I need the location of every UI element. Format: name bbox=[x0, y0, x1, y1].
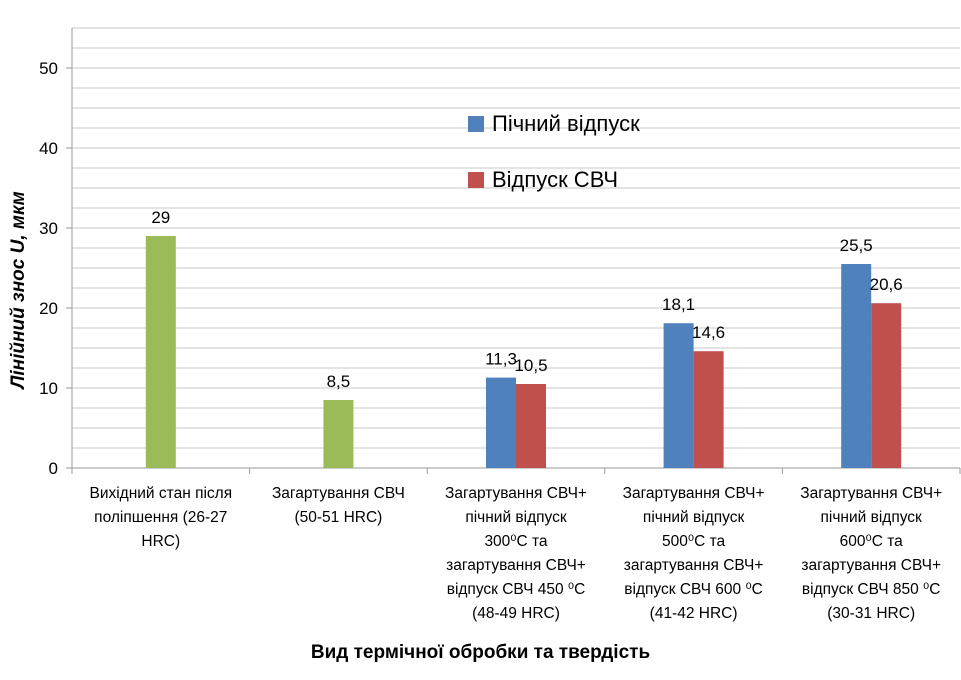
bar bbox=[323, 400, 354, 468]
legend-label-furnace: Пічний відпуск bbox=[492, 111, 640, 136]
y-tick-label: 20 bbox=[39, 299, 58, 318]
y-tick-label: 10 bbox=[39, 379, 58, 398]
data-label: 29 bbox=[151, 208, 170, 227]
data-label: 14,6 bbox=[692, 323, 725, 342]
data-label: 20,6 bbox=[870, 275, 903, 294]
legend-swatch-furnace bbox=[468, 116, 484, 132]
data-label: 25,5 bbox=[840, 236, 873, 255]
x-tick-label: Загартування СВЧ+ пічний відпуск 500⁰С т… bbox=[622, 485, 765, 622]
bar bbox=[516, 384, 546, 468]
data-label: 10,5 bbox=[514, 356, 547, 375]
x-tick-label: Загартування СВЧ+ пічний відпуск 600⁰С т… bbox=[800, 485, 943, 622]
y-axis-title: Лінійний знос U, мкм bbox=[8, 191, 29, 389]
x-axis-title: Вид термічної обробки та твердість bbox=[310, 642, 651, 663]
y-tick-label: 50 bbox=[39, 59, 58, 78]
y-tick-label: 0 bbox=[49, 459, 58, 478]
legend-item-furnace: Пічний відпуск bbox=[468, 110, 640, 138]
legend: Пічний відпуск Відпуск СВЧ bbox=[468, 110, 640, 222]
legend-swatch-hf bbox=[468, 172, 484, 188]
bar bbox=[841, 264, 872, 468]
bar bbox=[145, 236, 176, 468]
data-label: 11,3 bbox=[485, 350, 517, 369]
bar bbox=[693, 351, 724, 468]
bar bbox=[871, 303, 902, 468]
legend-item-hf: Відпуск СВЧ bbox=[468, 166, 640, 194]
y-tick-label: 30 bbox=[39, 219, 58, 238]
data-label: 18,1 bbox=[662, 295, 695, 314]
x-tick-label: Загартування СВЧ (50-51 HRC) bbox=[271, 485, 405, 526]
legend-label-hf: Відпуск СВЧ bbox=[492, 167, 619, 192]
x-tick-label: Загартування СВЧ+ пічний відпуск 300⁰С т… bbox=[445, 485, 587, 622]
bar bbox=[663, 323, 694, 468]
y-tick-label: 40 bbox=[39, 139, 58, 158]
x-tick-label: Вихідний стан після поліпшення (26-27 HR… bbox=[89, 485, 233, 550]
bar bbox=[486, 377, 516, 468]
data-label: 8,5 bbox=[327, 372, 351, 391]
